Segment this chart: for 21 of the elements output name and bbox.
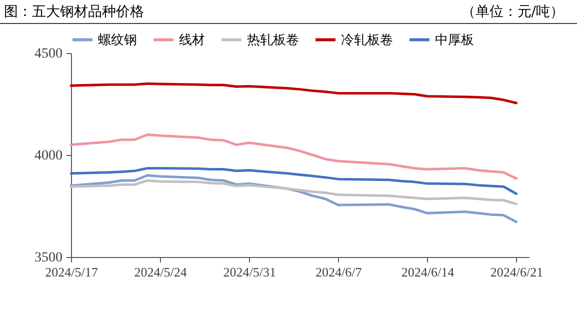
y-tick-label: 4500 (34, 46, 62, 62)
x-tick-label: 2024/6/21 (490, 264, 544, 280)
legend-label: 线材 (179, 32, 205, 48)
legend-label: 冷轧板卷 (341, 32, 393, 48)
chart-subtitle: （单位：元/吨） (461, 3, 564, 21)
legend-label: 中厚板 (435, 32, 474, 48)
line-series (70, 174, 518, 224)
legend-label: 螺纹钢 (98, 32, 137, 48)
x-tick-label: 2024/6/7 (316, 264, 362, 280)
line-series (70, 179, 518, 206)
y-tick-label: 4000 (34, 148, 62, 164)
x-tick-label: 2024/5/24 (134, 264, 188, 280)
legend-label: 热轧板卷 (247, 32, 299, 48)
y-tick-label: 3500 (34, 250, 62, 266)
x-tick-label: 2024/6/14 (401, 264, 455, 280)
x-tick-label: 2024/5/31 (223, 264, 276, 280)
x-tick-label: 2024/5/17 (45, 264, 98, 280)
line-series (70, 82, 518, 104)
chart-title: 图：五大钢材品种价格 (4, 3, 144, 21)
line-series (70, 133, 518, 180)
line-series (70, 167, 518, 196)
